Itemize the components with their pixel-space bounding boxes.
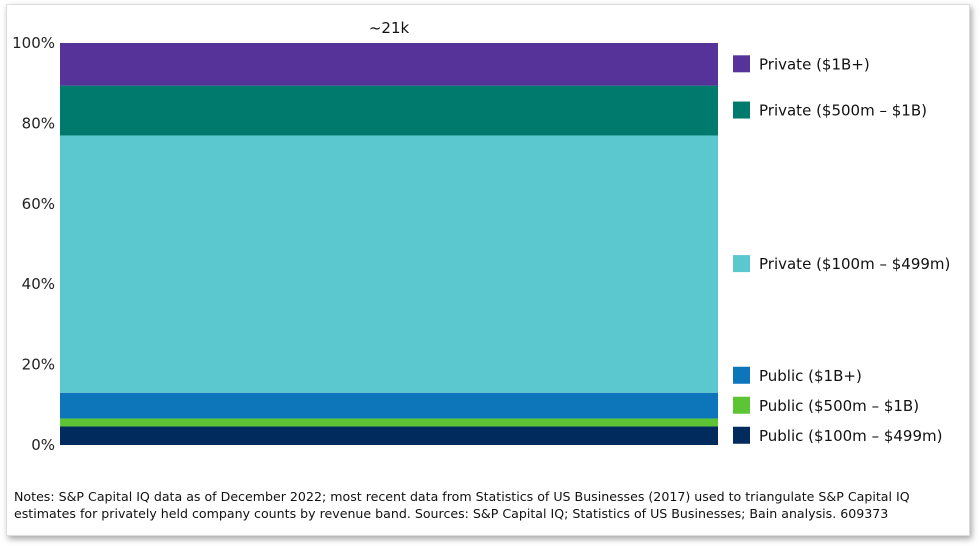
legend-swatch	[733, 255, 750, 273]
legend-item: Public ($100m – $499m)	[733, 426, 942, 445]
legend-label: Private ($100m – $499m)	[759, 255, 950, 273]
legend-item: Public ($500m – $1B)	[733, 396, 919, 415]
legend-label: Public ($100m – $499m)	[759, 427, 942, 445]
bar-segment	[60, 135, 718, 393]
legend-swatch	[733, 396, 750, 414]
legend-swatch	[733, 426, 750, 444]
legend-label: Public ($500m – $1B)	[759, 397, 919, 415]
y-tick-label: 40%	[22, 275, 55, 293]
y-tick-label: 100%	[12, 34, 55, 52]
bar-segment	[60, 85, 718, 136]
bar-segment	[60, 392, 718, 419]
y-tick-label: 60%	[22, 195, 55, 213]
bar-segment	[60, 426, 718, 445]
notes-text: Notes: S&P Capital IQ data as of Decembe…	[14, 489, 910, 521]
legend-item: Public ($1B+)	[733, 366, 862, 385]
y-tick-label: 0%	[31, 436, 55, 454]
y-tick-label: 20%	[22, 356, 55, 374]
bar-segment	[60, 43, 718, 86]
legend-swatch	[733, 55, 750, 73]
legend-label: Private ($500m – $1B)	[759, 102, 927, 120]
y-axis: 0% 20% 40% 60% 80% 100%	[12, 34, 55, 454]
legend-item: Private ($500m – $1B)	[733, 101, 927, 120]
legend-item: Private ($1B+)	[733, 55, 870, 73]
bar-total-label: ~21k	[369, 19, 410, 37]
legend-label: Private ($1B+)	[759, 55, 870, 73]
bar-segments	[60, 43, 718, 445]
legend-label: Public ($1B+)	[759, 367, 862, 385]
legend-item: Private ($100m – $499m)	[733, 255, 950, 273]
legend-swatch	[733, 101, 750, 119]
bar-segment	[60, 418, 718, 427]
legend: Public ($100m – $499m) Public ($500m – $1…	[733, 55, 950, 445]
y-tick-label: 80%	[22, 114, 55, 132]
legend-swatch	[733, 366, 750, 384]
